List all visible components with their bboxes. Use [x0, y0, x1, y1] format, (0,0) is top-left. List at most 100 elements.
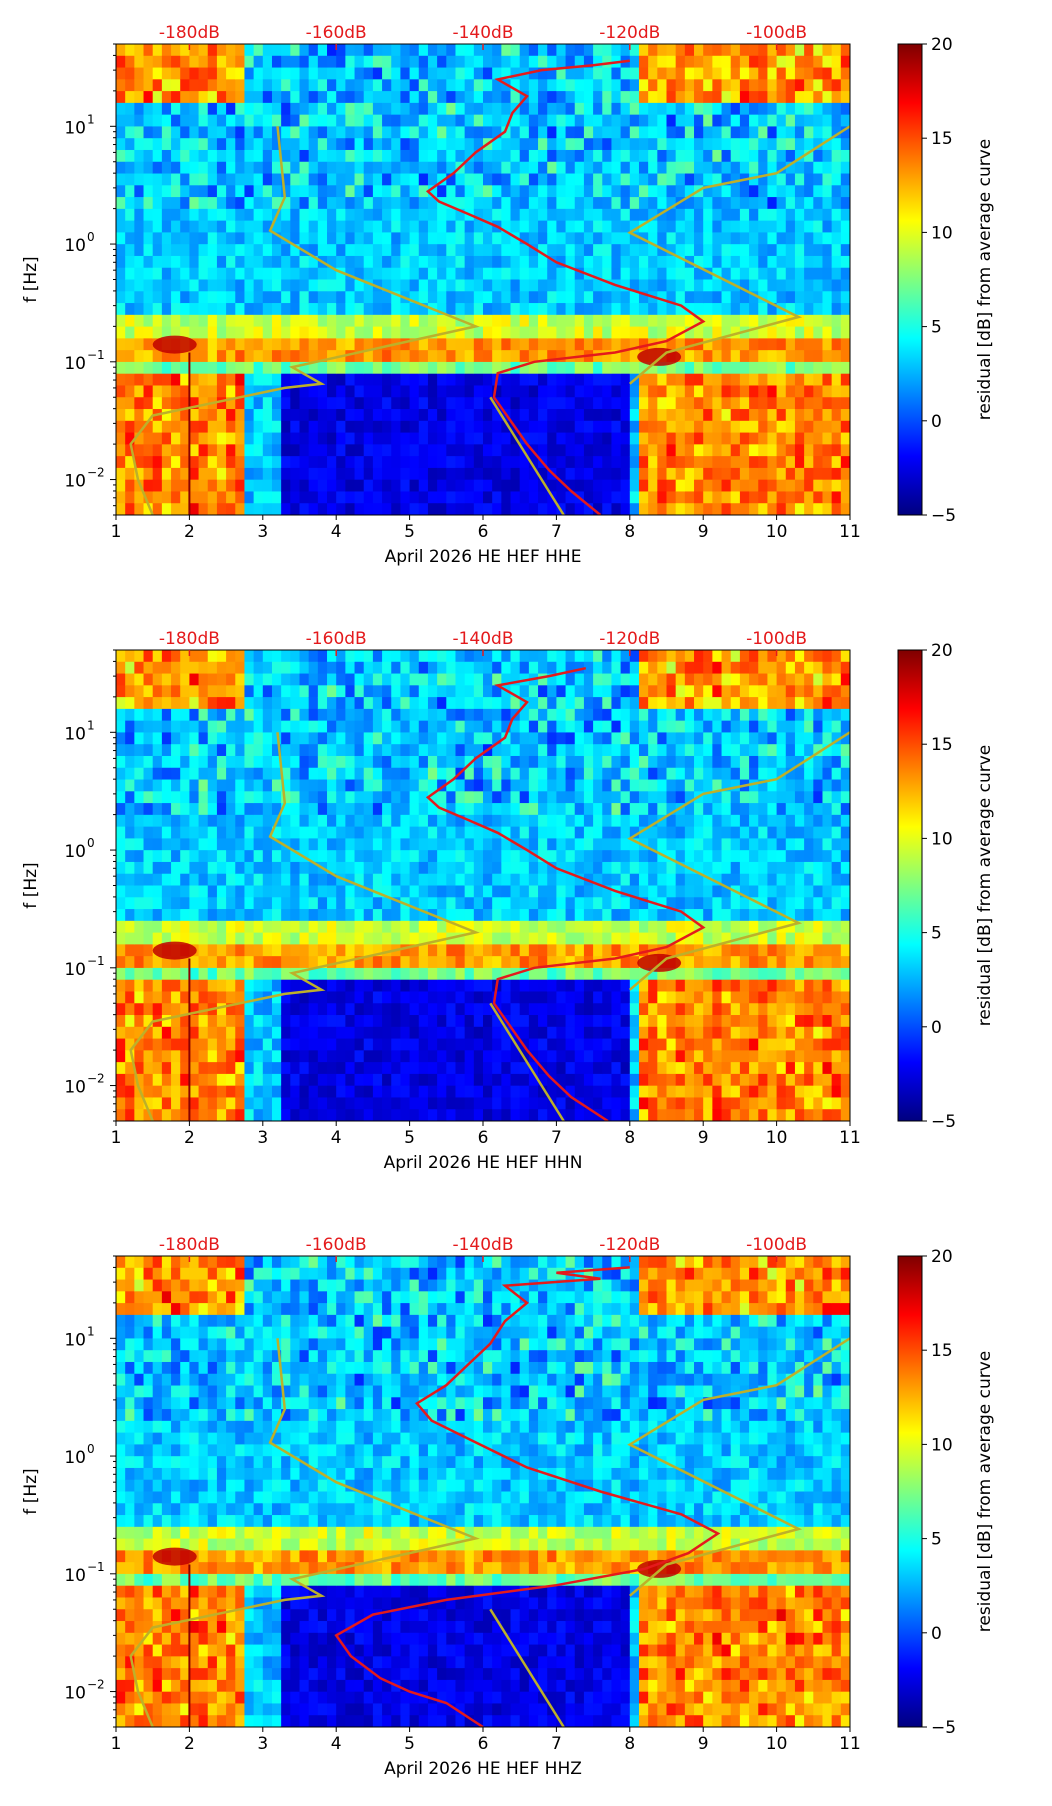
heatmap-cells: [116, 650, 850, 1121]
x-tick-label: 9: [698, 522, 709, 542]
colorbar-gradient: [897, 1255, 923, 1728]
colorbar-tick-label: 15: [931, 1341, 953, 1361]
x-tick-label: 11: [839, 1734, 861, 1754]
y-tick-label: 10: [64, 1078, 86, 1098]
colorbar: −5 0 5 10 15 20 residual [dB] from average cur…: [897, 35, 995, 526]
y-axis-label: f [Hz]: [21, 862, 41, 908]
hotspot: [152, 941, 197, 960]
x-tick-label: 9: [698, 1734, 709, 1754]
top-db-label: -120dB: [599, 23, 660, 43]
x-tick-label: 3: [257, 1128, 268, 1148]
x-tick-label: 8: [624, 522, 635, 542]
top-db-label: -120dB: [599, 629, 660, 649]
y-tick-label: 10: [64, 842, 86, 862]
x-tick-label: 2: [184, 1734, 195, 1754]
x-tick-label: 6: [478, 1734, 489, 1754]
noise-model-curve: [627, 731, 850, 991]
heatmap-cells: [116, 1256, 850, 1727]
x-tick-label: 4: [331, 1734, 342, 1754]
y-tick-label: 10: [64, 960, 86, 980]
y-tick-label: 10: [64, 1684, 86, 1704]
curves: [129, 1266, 850, 1727]
colorbar: −5 0 5 10 15 20 residual [dB] from average cur…: [897, 1247, 995, 1738]
y-tick-exponent: 1: [87, 1324, 95, 1338]
x-axis-label: April 2026 HE HEF HHN: [384, 1153, 583, 1173]
top-db-label: -180dB: [159, 629, 220, 649]
psd-curve: [334, 1266, 721, 1727]
x-axis-label: April 2026 HE HEF HHE: [385, 547, 582, 567]
top-db-label: -100dB: [746, 1235, 807, 1255]
y-tick-label: 10: [64, 1448, 86, 1468]
x-tick-label: 7: [551, 1128, 562, 1148]
top-db-label: -180dB: [159, 23, 220, 43]
colorbar-tick-label: 5: [931, 924, 942, 944]
y-tick-exponent: −2: [87, 466, 105, 480]
top-db-label: -180dB: [159, 1235, 220, 1255]
y-tick-exponent: −2: [87, 1072, 105, 1086]
colorbar-label: residual [dB] from average curve: [975, 1351, 995, 1632]
x-tick-label: 9: [698, 1128, 709, 1148]
x-tick-label: 1: [111, 1734, 122, 1754]
colorbar-tick-label: 20: [931, 35, 953, 55]
y-tick-label: 10: [64, 724, 86, 744]
x-tick-label: 7: [551, 522, 562, 542]
colorbar-tick-label: 20: [931, 1247, 953, 1267]
y-tick-label: 10: [64, 1330, 86, 1350]
noise-model-curve: [489, 396, 565, 515]
x-tick-label: 10: [766, 1128, 788, 1148]
psd-curve: [425, 59, 706, 515]
x-tick-label: 3: [257, 1734, 268, 1754]
colorbar-gradient: [897, 649, 923, 1122]
y-axis-label: f [Hz]: [21, 1468, 41, 1514]
top-db-label: -100dB: [746, 23, 807, 43]
colorbar-tick-label: 10: [931, 223, 953, 243]
y-tick-exponent: 0: [87, 1442, 95, 1456]
noise-model-curve: [489, 1608, 565, 1727]
x-tick-label: 1: [111, 1128, 122, 1148]
top-db-label: -160dB: [306, 23, 367, 43]
x-tick-label: 6: [478, 522, 489, 542]
top-db-label: -140dB: [452, 1235, 513, 1255]
top-db-label: -140dB: [452, 629, 513, 649]
y-tick-label: 10: [64, 354, 86, 374]
x-tick-label: 2: [184, 522, 195, 542]
x-tick-label: 3: [257, 522, 268, 542]
x-tick-label: 1: [111, 522, 122, 542]
curves: [129, 666, 850, 1121]
y-tick-exponent: −1: [87, 348, 105, 362]
colorbar-tick-label: 20: [931, 641, 953, 661]
x-tick-label: 8: [624, 1734, 635, 1754]
x-axis-label: April 2026 HE HEF HHZ: [384, 1759, 582, 1779]
y-tick-exponent: −1: [87, 1560, 105, 1574]
y-tick-label: 10: [64, 236, 86, 256]
top-db-label: -160dB: [306, 1235, 367, 1255]
y-tick-exponent: 0: [87, 230, 95, 244]
curves: [129, 59, 850, 515]
psd-curve: [425, 666, 706, 1121]
hotspot: [152, 1547, 197, 1566]
x-tick-label: 6: [478, 1128, 489, 1148]
x-tick-label: 8: [624, 1128, 635, 1148]
x-tick-label: 5: [404, 522, 415, 542]
x-tick-label: 10: [766, 1734, 788, 1754]
x-tick-label: 11: [839, 522, 861, 542]
colorbar-gradient: [897, 43, 923, 516]
y-tick-exponent: 1: [87, 718, 95, 732]
x-tick-label: 7: [551, 1734, 562, 1754]
top-db-label: -100dB: [746, 629, 807, 649]
noise-model-curve: [129, 1338, 480, 1727]
colorbar-tick-label: −5: [931, 1112, 956, 1132]
colorbar-tick-label: 0: [931, 1624, 942, 1644]
colorbar-tick-label: 10: [931, 829, 953, 849]
y-tick-label: 10: [64, 118, 86, 138]
x-tick-label: 11: [839, 1128, 861, 1148]
colorbar-tick-label: 15: [931, 129, 953, 149]
x-tick-label: 5: [404, 1128, 415, 1148]
y-tick-exponent: 1: [87, 112, 95, 126]
x-tick-label: 4: [331, 1128, 342, 1148]
hotspot: [152, 335, 197, 354]
